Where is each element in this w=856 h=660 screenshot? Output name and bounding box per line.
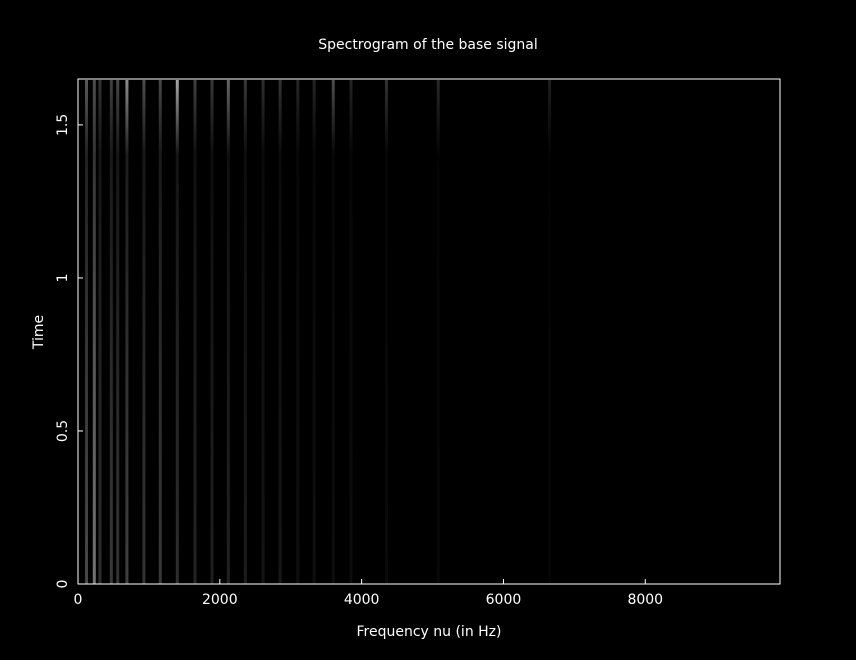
y-axis-label: Time	[31, 315, 47, 350]
spectrogram-band	[226, 80, 230, 584]
y-tick-label: 0.5	[55, 420, 71, 442]
spectrogram-band	[92, 80, 96, 584]
spectrogram-band	[312, 80, 316, 584]
spectrogram-band	[85, 80, 89, 584]
x-axis-ticks: 0 2000 4000 6000 8000	[74, 579, 663, 608]
y-tick-label: 1.5	[55, 114, 71, 136]
spectrogram-band	[142, 80, 146, 584]
plot-area	[85, 80, 552, 584]
plot-frame	[77, 78, 781, 585]
spectrogram-band	[210, 80, 214, 584]
spectrogram-band	[436, 80, 440, 584]
spectrogram-band	[278, 80, 282, 584]
chart-title: Spectrogram of the base signal	[318, 37, 538, 53]
x-tick-label: 8000	[627, 592, 663, 608]
spectrogram-band	[548, 80, 552, 584]
spectrogram-band	[125, 80, 129, 584]
spectrogram-band	[331, 80, 335, 584]
spectrogram-band	[193, 80, 197, 584]
y-tick-label: 1	[55, 273, 71, 282]
x-tick-label: 2000	[202, 592, 238, 608]
spectrogram-band	[296, 80, 300, 584]
spectrogram-band	[98, 80, 102, 584]
x-axis-label: Frequency nu (in Hz)	[357, 624, 502, 640]
spectrogram-band	[175, 80, 179, 584]
x-tick-label: 4000	[344, 592, 380, 608]
y-tick-label: 0	[55, 580, 71, 589]
spectrogram-band	[158, 80, 162, 584]
x-tick-label: 6000	[486, 592, 522, 608]
y-axis-ticks: 0 0.5 1 1.5	[55, 114, 83, 589]
x-tick-label: 0	[74, 592, 83, 608]
spectrogram-band	[116, 80, 120, 584]
spectrogram-band	[261, 80, 265, 584]
spectrogram-band	[243, 80, 247, 584]
spectrogram-band	[109, 80, 113, 584]
spectrogram-band	[384, 80, 388, 584]
spectrogram-band	[349, 80, 353, 584]
